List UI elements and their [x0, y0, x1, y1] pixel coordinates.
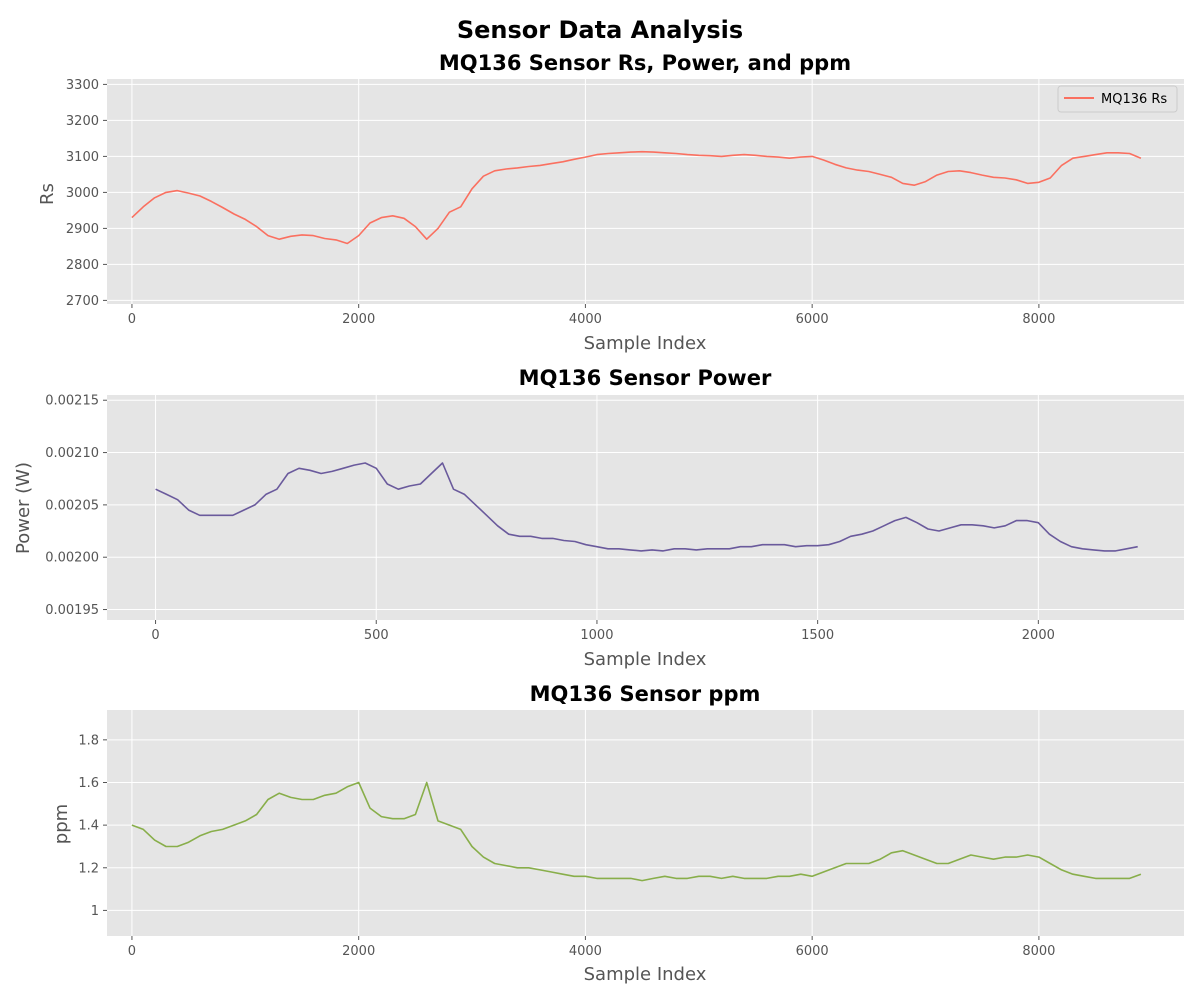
chart-ppm-xlabel: Sample Index	[584, 964, 707, 985]
chart-power-plot-area	[107, 395, 1184, 620]
legend-label: MQ136 Rs	[1101, 92, 1167, 107]
chart-rs-ytick-label: 3200	[66, 114, 99, 129]
chart-ppm-xtick-label: 6000	[796, 944, 829, 959]
chart-power-xtick-label: 1500	[801, 628, 834, 643]
chart-ppm-ytick-label: 1.6	[78, 776, 99, 791]
chart-power-series-line	[155, 462, 1138, 552]
chart-rs-ytick-label: 3000	[66, 186, 99, 201]
chart-ppm-title: MQ136 Sensor ppm	[530, 682, 761, 706]
chart-ppm-ytick-label: 1.2	[78, 861, 99, 876]
chart-power-ytick-label: 0.00195	[45, 603, 99, 618]
chart-rs: MQ136 Sensor Rs, Power, and ppm 0 2000 400…	[37, 51, 1184, 354]
chart-rs-xtick-label: 8000	[1022, 312, 1055, 327]
chart-rs-xtick-label: 4000	[569, 312, 602, 327]
chart-power-ytick-label: 0.00210	[45, 446, 99, 461]
chart-rs-xtick-label: 0	[128, 312, 136, 327]
chart-rs-ytick-label: 2900	[66, 222, 99, 237]
chart-rs-xtick-label: 2000	[342, 312, 375, 327]
figure-title: Sensor Data Analysis	[457, 16, 743, 44]
chart-power-xtick-label: 2000	[1022, 628, 1055, 643]
chart-rs-ytick-label: 3100	[66, 150, 99, 165]
chart-rs-plot-area	[107, 79, 1184, 304]
chart-ppm-xtick-label: 2000	[342, 944, 375, 959]
chart-ppm-ytick-label: 1	[91, 904, 99, 919]
chart-power-xtick-label: 0	[151, 628, 159, 643]
chart-rs-xlabel: Sample Index	[584, 333, 707, 354]
chart-power-xtick-label: 500	[364, 628, 389, 643]
chart-rs-series-line	[131, 150, 1142, 245]
chart-ppm-xtick-label: 0	[128, 944, 136, 959]
chart-power-title: MQ136 Sensor Power	[519, 366, 772, 390]
chart-power: MQ136 Sensor Power 0 500 1000 1500 2000 0.001…	[13, 366, 1184, 670]
chart-ppm-ytick-label: 1.8	[78, 733, 99, 748]
legend-box	[1057, 85, 1178, 113]
chart-ppm-ylabel: ppm	[51, 804, 72, 844]
chart-power-xlabel: Sample Index	[584, 649, 707, 670]
chart-rs-ytick-label: 2800	[66, 258, 99, 273]
chart-power-ytick-label: 0.00205	[45, 498, 99, 513]
chart-rs-ytick-label: 2700	[66, 294, 99, 309]
chart-ppm-series-line	[131, 781, 1142, 882]
chart-ppm-xtick-label: 4000	[569, 944, 602, 959]
chart-power-ytick-label: 0.00200	[45, 551, 99, 566]
chart-power-ytick-label: 0.00215	[45, 394, 99, 409]
chart-rs-xtick-label: 6000	[796, 312, 829, 327]
chart-rs-ytick-label: 3300	[66, 78, 99, 93]
chart-ppm-plot-area	[107, 710, 1184, 936]
chart-power-xtick-label: 1000	[580, 628, 613, 643]
chart-ppm-ytick-label: 1.4	[78, 819, 99, 834]
chart-rs-title: MQ136 Sensor Rs, Power, and ppm	[439, 51, 851, 75]
chart-power-ylabel: Power (W)	[13, 462, 34, 554]
chart-rs-legend: MQ136 Rs	[1057, 85, 1178, 113]
chart-ppm-xtick-label: 8000	[1022, 944, 1055, 959]
chart-rs-ylabel: Rs	[37, 183, 58, 205]
chart-ppm: MQ136 Sensor ppm 0 2000 4000 6000 8000 1 1.2 1.…	[51, 682, 1184, 985]
